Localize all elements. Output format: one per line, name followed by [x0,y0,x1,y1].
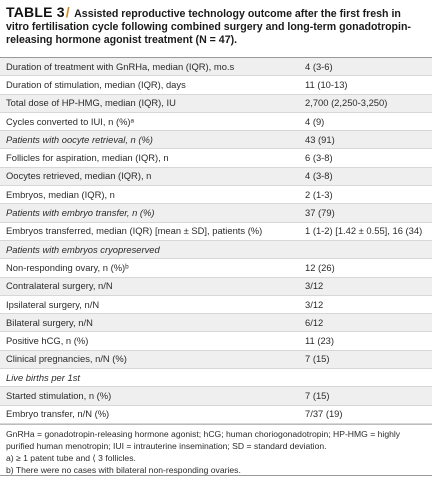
row-label: Embryos, median (IQR), n [6,188,115,200]
row-label: Patients with oocyte retrieval, n (%) [6,133,153,145]
table-row: Positive hCG, n (%) 11 (23) [0,332,432,351]
row-value: 3/12 [305,280,324,292]
row-label: Non-responding ovary, n (%)ᵇ [6,261,129,273]
row-value: 7/37 (19) [305,408,343,420]
table-row: Patients with embryo transfer, n (%) 37 (… [0,204,432,223]
row-label: Ipsilateral surgery, n/N [6,298,100,310]
abbreviations-note: GnRHa = gonadotropin-releasing hormone a… [6,428,401,451]
table-row: Bilateral surgery, n/N 6/12 [0,314,432,333]
table-row: Oocytes retrieved, median (IQR), n 4 (3-8… [0,167,432,187]
row-value: 4 (3-6) [305,60,333,72]
row-label: Embryo transfer, n/N (%) [6,408,110,420]
row-label: Live births per 1st [6,371,80,383]
row-label: Patients with embryos cryopreserved [6,243,160,255]
bottom-rule [0,475,432,476]
row-value: 37 (79) [305,207,335,219]
row-value: 1 (1-2) [1.42 ± 0.55], 16 (34) [305,225,423,237]
row-label: Total dose of HP-HMG, median (IQR), IU [6,97,176,109]
row-label: Duration of treatment with GnRHa, median… [6,60,235,72]
row-value: 6 (3-8) [305,152,333,164]
table-row: Total dose of HP-HMG, median (IQR), IU 2,… [0,94,432,113]
table-row: Ipsilateral surgery, n/N 3/12 [0,296,432,315]
row-label: Duration of stimulation, median (IQR), d… [6,78,186,90]
row-label: Oocytes retrieved, median (IQR), n [6,170,152,182]
table-row: Duration of treatment with GnRHa, median… [0,58,432,77]
table-row: Embryos transferred, median (IQR) [mean … [0,223,432,241]
table-row: Contralateral surgery, n/N 3/12 [0,277,432,296]
row-label: Bilateral surgery, n/N [6,316,93,328]
row-label: Positive hCG, n (%) [6,335,89,347]
row-value: 7 (15) [305,353,330,365]
row-value: 12 (26) [305,261,335,273]
table-row: Clinical pregnancies, n/N (%) 7 (15) [0,350,432,370]
table-row: Follicles for aspiration, median (IQR), … [0,149,432,168]
row-value: 4 (9) [305,115,325,127]
table-footer: GnRHa = gonadotropin-releasing hormone a… [0,423,432,476]
table-caption: TABLE 3/ Assisted reproductive technolog… [0,0,432,57]
row-value: 43 (91) [305,133,335,145]
table-label: TABLE 3 [6,4,65,20]
table-row: Non-responding ovary, n (%)ᵇ 12 (26) [0,259,432,278]
row-value: 2 (1-3) [305,188,333,200]
row-value: 7 (15) [305,390,330,401]
row-label: Embryos transferred, median (IQR) [mean … [6,225,263,237]
table-row: Started stimulation, n (%) 7 (15) [0,387,432,406]
caption-slash: / [65,4,70,20]
row-value: 4 (3-8) [305,170,333,182]
row-value: 3/12 [305,298,324,310]
table-row: Embryos, median (IQR), n 2 (1-3) [0,186,432,205]
row-label: Contralateral surgery, n/N [6,280,113,292]
row-value: 2,700 (2,250-3,250) [305,97,388,109]
data-table: Duration of treatment with GnRHa, median… [0,57,432,424]
table-row: Duration of stimulation, median (IQR), d… [0,76,432,95]
table-row: Embryo transfer, n/N (%) 7/37 (19) [0,406,432,424]
table-row: Live births per 1st [0,369,432,388]
footnote-a: a) ≥ 1 patent tube and ⟨ 3 follicles. [6,452,136,463]
row-label: Patients with embryo transfer, n (%) [6,207,155,219]
caption-text: Assisted reproductive technology outcome… [6,8,411,47]
row-value: 11 (10-13) [305,78,348,90]
table-row: Cycles converted to IUI, n (%)ᵃ 4 (9) [0,113,432,132]
row-label: Cycles converted to IUI, n (%)ᵃ [6,115,135,127]
row-label: Clinical pregnancies, n/N (%) [6,353,127,365]
row-label: Follicles for aspiration, median (IQR), … [6,152,169,164]
table-row: Patients with embryos cryopreserved [0,240,432,260]
row-value: 6/12 [305,316,324,328]
footnote-b: b) There were no cases with bilateral no… [6,464,241,475]
table-row: Patients with oocyte retrieval, n (%) 43 … [0,131,432,150]
row-label: Started stimulation, n (%) [6,390,112,401]
row-value: 11 (23) [305,335,335,347]
